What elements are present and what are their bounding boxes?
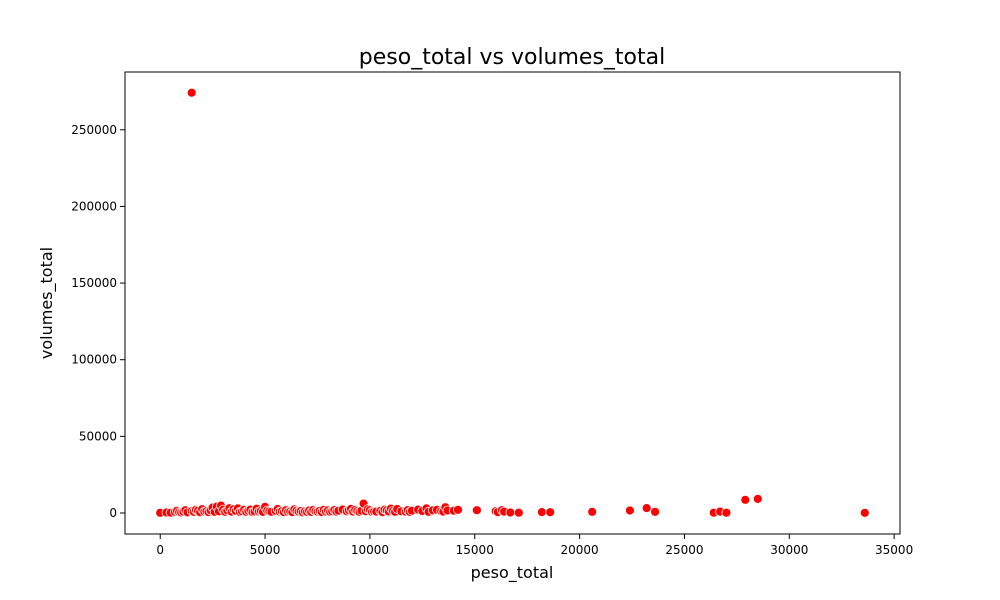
x-tick-label: 30000 — [770, 543, 808, 557]
data-point — [587, 506, 598, 517]
data-point — [721, 507, 732, 518]
y-tick-label: 200000 — [71, 199, 117, 213]
y-tick-label: 50000 — [79, 429, 117, 443]
x-tick-label: 5000 — [250, 543, 281, 557]
data-point — [186, 87, 197, 98]
y-axis-label: volumes_total — [37, 247, 57, 359]
data-points — [155, 87, 870, 518]
data-point — [545, 507, 556, 518]
x-tick-label: 35000 — [875, 543, 913, 557]
y-tick-label: 100000 — [71, 353, 117, 367]
data-point — [650, 506, 660, 517]
x-tick-label: 25000 — [665, 543, 703, 557]
x-tick-label: 15000 — [456, 543, 494, 557]
x-axis-label: peso_total — [471, 563, 554, 583]
y-tick-label: 150000 — [71, 276, 117, 290]
chart-title: peso_total vs volumes_total — [359, 45, 665, 70]
data-point — [752, 493, 763, 504]
x-axis-ticks: 0 5000 10000 15000 20000 25000 30000 35000 — [156, 534, 913, 557]
data-point — [537, 507, 547, 517]
data-point — [471, 505, 482, 516]
data-point — [453, 504, 463, 515]
x-tick-label: 0 — [156, 543, 164, 557]
x-tick-label: 20000 — [561, 543, 599, 557]
data-point — [513, 507, 524, 518]
y-axis-ticks: 0 50000 100000 150000 200000 250000 — [71, 123, 125, 520]
y-tick-label: 250000 — [71, 123, 117, 137]
data-point — [859, 507, 870, 518]
data-point — [625, 505, 635, 516]
plot-area — [124, 71, 901, 535]
y-tick-label: 0 — [109, 506, 117, 520]
x-tick-label: 10000 — [351, 543, 389, 557]
data-point — [740, 494, 751, 505]
data-point — [641, 503, 652, 514]
data-point — [505, 507, 516, 518]
